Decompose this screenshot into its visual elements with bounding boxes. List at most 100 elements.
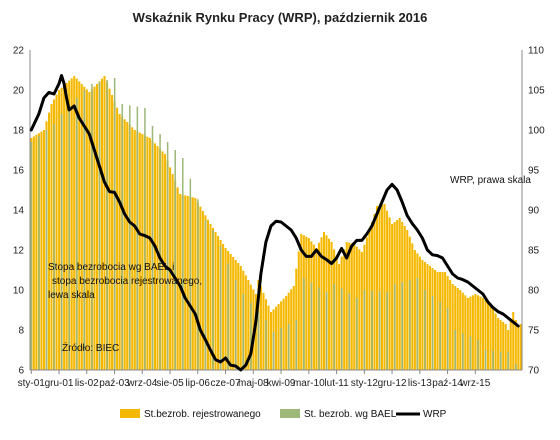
bar-registered (133, 130, 136, 370)
bar-registered (411, 243, 414, 370)
left-axis-note: Stopa bezrobocia wg BAEL i stopa bezrobo… (48, 262, 202, 301)
bar-registered (153, 143, 156, 370)
bar-registered (335, 256, 338, 370)
bar-bael (174, 150, 176, 370)
bar-registered (116, 107, 119, 371)
bar-bael (91, 84, 93, 370)
left-tick-label: 12 (13, 246, 25, 257)
bar-registered (396, 220, 399, 370)
bar-registered (360, 252, 363, 370)
right-tick-label: 90 (528, 206, 540, 217)
bar-registered (461, 292, 464, 370)
bar-registered (275, 306, 278, 370)
legend-label-wrp: WRP (423, 409, 447, 420)
bar-registered (466, 298, 469, 370)
x-tick-label: lut-11 (324, 378, 349, 389)
bar-registered (100, 78, 104, 371)
bar-bael (378, 291, 381, 370)
bar-registered (206, 219, 209, 370)
left-tick-label: 10 (13, 286, 25, 297)
bar-registered (80, 84, 83, 370)
bar-registered (214, 232, 217, 370)
bar-bael (53, 124, 55, 370)
left-axis-note-line-3: lewa skala (48, 290, 95, 301)
bar-registered (224, 248, 227, 370)
bar-registered (194, 198, 197, 370)
bar-registered (176, 187, 179, 370)
right-axis-ticks: 70 75 80 85 90 95 100 105 110 (528, 46, 545, 377)
bar-registered (254, 294, 257, 370)
bar-registered (285, 296, 288, 370)
bar-registered (509, 320, 512, 370)
bar-registered (292, 286, 295, 370)
bar-registered (199, 206, 202, 370)
x-tick-label: cze-07 (211, 378, 241, 389)
bar-registered (40, 131, 43, 370)
right-tick-label: 95 (528, 166, 540, 177)
bar-bael (76, 98, 78, 370)
bar-bael (227, 263, 229, 370)
left-axis-ticks: 6 8 10 12 14 16 18 20 22 (13, 46, 25, 377)
bar-registered (239, 266, 242, 370)
bar-registered (471, 295, 474, 370)
bar-bael (499, 351, 502, 370)
left-axis-note-line-2: stopa bezrobocia rejestrowanego, (52, 276, 202, 287)
bar-registered (381, 204, 384, 370)
bar-registered (330, 242, 333, 370)
bar-bael (492, 350, 494, 370)
chart-title: Wskaźnik Rynku Pracy (WRP), październik … (133, 10, 428, 25)
x-tick-label: sie-05 (156, 378, 184, 389)
bar-registered (481, 298, 484, 370)
bar-bael (212, 230, 214, 370)
bar-registered (449, 280, 452, 370)
bar-bael (250, 302, 252, 370)
bar-bael (136, 106, 139, 371)
bar-bael (98, 82, 101, 370)
bar-registered (456, 288, 459, 370)
bar-registered (209, 224, 212, 370)
bar-registered (474, 294, 477, 370)
x-tick-label: paź-14 (432, 378, 463, 389)
bar-registered (32, 136, 35, 370)
bar-registered (295, 268, 298, 370)
bar-registered (436, 272, 439, 370)
bar-bael (424, 290, 426, 370)
bar-registered (494, 313, 497, 370)
bar-bael (219, 246, 222, 370)
bar-bael (454, 330, 457, 370)
bar-registered (502, 322, 505, 370)
bar-registered (78, 81, 81, 370)
bar-registered (469, 296, 472, 370)
bar-registered (312, 244, 315, 370)
bar-bael (159, 134, 161, 370)
bar-registered (290, 289, 293, 370)
bar-registered (444, 272, 447, 370)
bar-registered (343, 249, 346, 370)
legend-swatch-registered (120, 409, 140, 418)
left-tick-label: 16 (13, 166, 25, 177)
x-tick-label: sty-01 (18, 378, 46, 389)
bar-registered (459, 290, 462, 370)
bar-registered (428, 266, 432, 370)
bar-registered (179, 194, 182, 370)
bar-registered (103, 76, 106, 370)
bar-registered (486, 302, 490, 370)
bar-registered (229, 254, 232, 370)
bar-bael (446, 308, 449, 370)
bar-registered (418, 256, 421, 370)
bar-bael (515, 364, 517, 370)
bar-registered (358, 249, 361, 370)
bar-registered (93, 86, 96, 371)
left-tick-label: 18 (13, 126, 25, 137)
bar-bael (371, 290, 373, 370)
bar-registered (398, 218, 401, 370)
left-axis-note-line-1: Stopa bezrobocia wg BAEL i (48, 262, 174, 273)
bar-bael (30, 142, 33, 370)
bar-registered (184, 195, 187, 370)
x-tick-label: gru-01 (45, 378, 74, 389)
right-tick-label: 75 (528, 326, 540, 337)
bar-registered (378, 205, 381, 370)
left-tick-label: 14 (13, 206, 25, 217)
bar-registered (222, 244, 225, 370)
right-tick-label: 85 (528, 246, 540, 257)
